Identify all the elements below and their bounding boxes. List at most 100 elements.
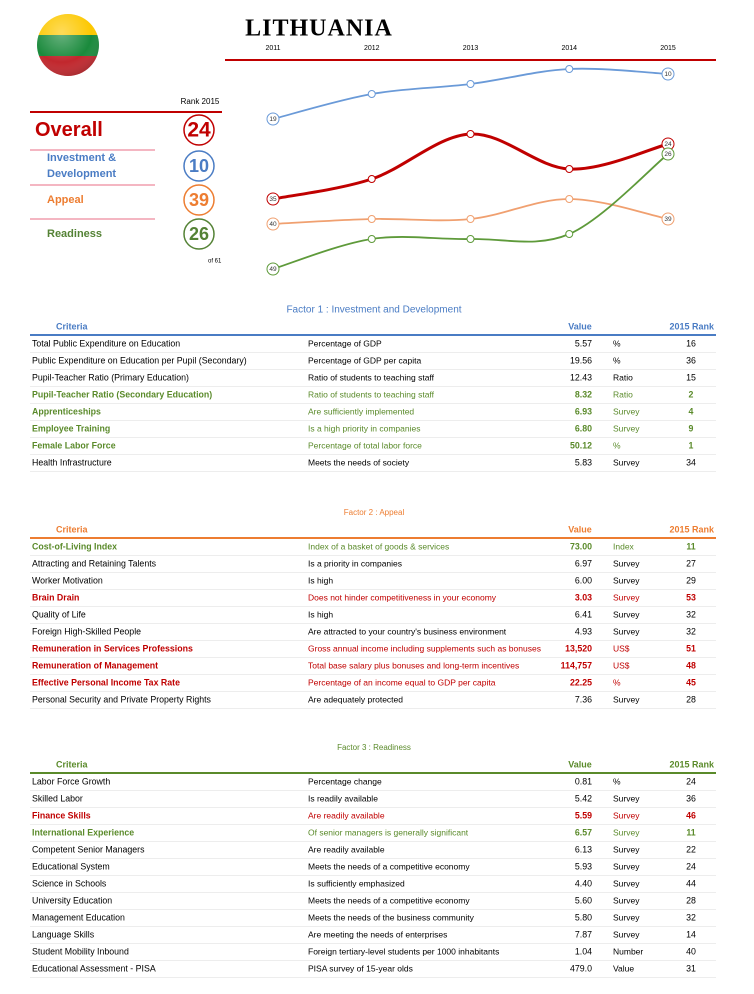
criterion: Public Expenditure on Education per Pupi… <box>32 355 247 365</box>
unit: Survey <box>613 810 640 820</box>
rank-row-label-wrap: Overall <box>35 110 155 150</box>
rank-circle <box>183 150 215 182</box>
description: Is high <box>308 609 333 619</box>
value: 3.03 <box>575 592 592 602</box>
rank-circle <box>183 114 215 146</box>
flag <box>37 14 99 76</box>
value: 479.0 <box>570 963 592 973</box>
criterion: Finance Skills <box>32 810 91 820</box>
unit: US$ <box>613 643 630 653</box>
rank: 29 <box>686 575 696 585</box>
value: 7.36 <box>575 694 592 704</box>
value: 13,520 <box>565 643 592 653</box>
point <box>661 212 675 226</box>
rank: 32 <box>686 912 696 922</box>
value: 7.87 <box>575 929 592 939</box>
value: 5.57 <box>575 338 592 348</box>
criterion: Female Labor Force <box>32 440 116 450</box>
criterion: Competent Senior Managers <box>32 844 145 854</box>
value: 6.97 <box>575 558 592 568</box>
factor-title: Factor 2 : Appeal <box>344 508 405 517</box>
description: Ratio of students to teaching staff <box>308 372 435 382</box>
unit: Number <box>613 946 643 956</box>
value: 5.60 <box>575 895 592 905</box>
factor-title: Factor 1 : Investment and Development <box>286 305 461 316</box>
criterion: Labor Force Growth <box>32 776 110 786</box>
description: Are sufficiently implemented <box>308 406 414 416</box>
rank: 9 <box>689 423 694 433</box>
table-header: Criteria <box>56 524 89 534</box>
point <box>565 230 574 238</box>
unit: Survey <box>613 844 640 854</box>
unit: % <box>613 776 621 786</box>
rank-row-label: Investment & Development <box>47 152 117 180</box>
rank: 22 <box>686 844 696 854</box>
description: Meets the needs of the business communit… <box>308 912 475 922</box>
criterion: Attracting and Retaining Talents <box>32 558 157 568</box>
rank: 34 <box>686 457 696 467</box>
point <box>367 215 376 223</box>
description: Is sufficiently emphasized <box>308 878 405 888</box>
unit: Value <box>613 963 634 973</box>
unit: Survey <box>613 793 640 803</box>
criterion: Skilled Labor <box>32 793 83 803</box>
description: Is high <box>308 575 333 585</box>
value: 12.43 <box>570 372 592 382</box>
description: Index of a basket of goods & services <box>308 541 449 551</box>
value: 73.00 <box>570 541 592 551</box>
rank-row-label-box: Overall <box>35 110 155 150</box>
value: 6.00 <box>575 575 592 585</box>
rank-row-label-wrap: Readiness <box>47 214 167 254</box>
unit: Survey <box>613 457 640 467</box>
description: Are attracted to your country's business… <box>308 626 507 636</box>
description: Meets the needs of society <box>308 457 410 467</box>
rank: 24 <box>686 776 696 786</box>
rank: 44 <box>686 878 696 888</box>
unit: Survey <box>613 626 640 636</box>
rank-label: Rank 2015 <box>181 97 220 106</box>
x-tick-label: 2013 <box>463 45 479 52</box>
rank: 1 <box>689 440 694 450</box>
description: PISA survey of 15-year olds <box>308 963 413 973</box>
description: Of senior managers is generally signific… <box>308 827 469 837</box>
description: Meets the needs of a competitive economy <box>308 861 470 871</box>
x-tick-label: 2014 <box>561 45 577 52</box>
rank: 11 <box>686 827 695 837</box>
criterion: Total Public Expenditure on Education <box>32 338 180 348</box>
factor-title: Factor 3 : Readiness <box>337 743 411 752</box>
criterion: University Education <box>32 895 112 905</box>
table-header: Value <box>568 524 592 534</box>
rank-value: 26 <box>189 224 209 244</box>
rank: 2 <box>689 389 694 399</box>
rank-circle <box>183 184 215 216</box>
rank: 51 <box>686 643 696 653</box>
description: Percentage of GDP per capita <box>308 355 422 365</box>
rank-value: 39 <box>189 190 209 210</box>
criterion: Remuneration of Management <box>32 660 158 670</box>
description: Is readily available <box>308 793 378 803</box>
table-header: 2015 Rank <box>669 524 715 534</box>
description: Does not hinder competitiveness in your … <box>308 592 497 602</box>
rank: 4 <box>689 406 694 416</box>
x-tick-label: 2011 <box>265 45 280 52</box>
point <box>266 262 280 276</box>
x-tick-label: 2012 <box>364 45 380 52</box>
unit: % <box>613 355 621 365</box>
rank-value: 24 <box>187 119 211 142</box>
rank: 24 <box>686 861 696 871</box>
rank-row-label-box: Investment & Development <box>47 152 117 180</box>
description: Foreign tertiary-level students per 1000… <box>308 946 499 956</box>
criterion: Foreign High-Skilled People <box>32 626 141 636</box>
table-header: 2015 Rank <box>669 759 715 769</box>
unit: US$ <box>613 660 630 670</box>
value: 0.81 <box>575 776 592 786</box>
point-label: 49 <box>269 266 277 273</box>
unit: Survey <box>613 694 640 704</box>
point <box>266 112 280 126</box>
criterion: Student Mobility Inbound <box>32 946 129 956</box>
x-tick-label: 2015 <box>660 45 676 52</box>
unit: Survey <box>613 827 640 837</box>
unit: Survey <box>613 929 640 939</box>
rank: 11 <box>686 541 695 551</box>
unit: Survey <box>613 878 640 888</box>
